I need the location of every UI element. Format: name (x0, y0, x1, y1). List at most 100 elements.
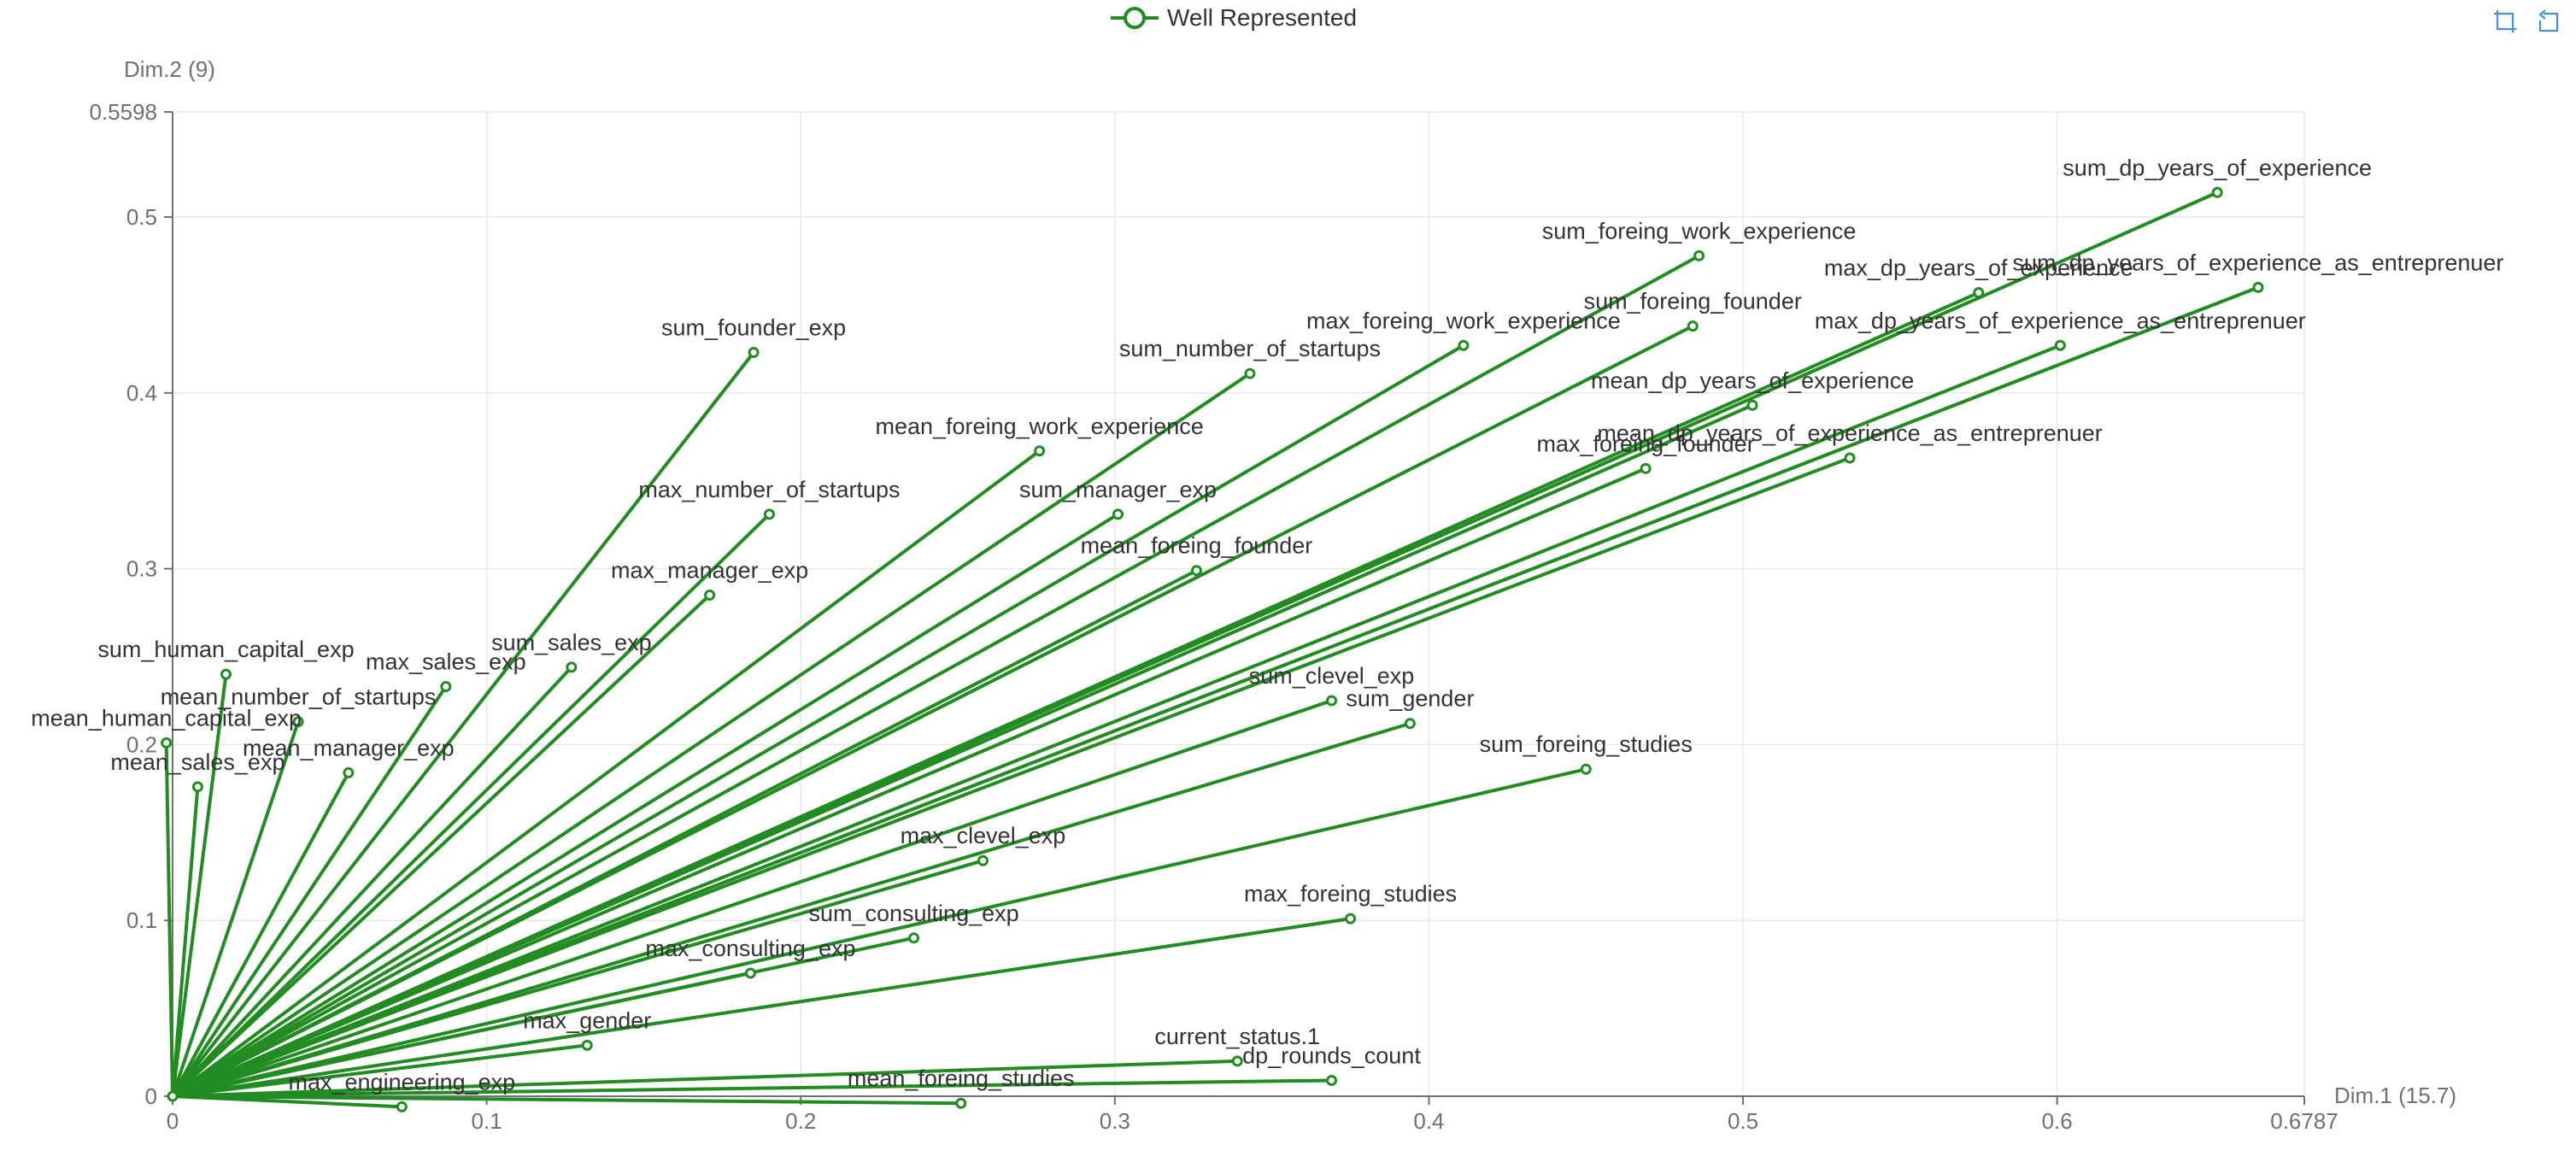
point-label: sum_clevel_exp (1249, 663, 1415, 689)
zoom-icon[interactable] (2492, 9, 2518, 34)
point-label: max_manager_exp (611, 558, 808, 584)
chart-toolbox (2492, 9, 2561, 34)
vector-line (171, 859, 985, 1098)
vector-line (171, 403, 1755, 1098)
vector-line (171, 285, 2260, 1098)
x-tick-label: 0.6 (2042, 1108, 2073, 1134)
vector-lines (164, 191, 2260, 1109)
vector-endpoint (1190, 565, 1202, 577)
vector-line (171, 1095, 963, 1106)
point-label: max_foreing_work_experience (1306, 308, 1621, 333)
point-label: max_dp_years_of_experience (1824, 255, 2133, 281)
x-tick-label: 0.1 (472, 1108, 502, 1134)
x-tick-label: 0.5 (1728, 1108, 1758, 1134)
vector-line (171, 771, 350, 1098)
point-label: sum_manager_exp (1019, 477, 1217, 502)
vector-endpoint (763, 508, 775, 520)
vector-endpoint (581, 1039, 593, 1051)
point-label: mean_number_of_startups (161, 684, 437, 710)
vector-endpoint (1325, 695, 1337, 707)
vector-line (171, 568, 1199, 1098)
vector-line (171, 719, 301, 1098)
vector-endpoint (908, 932, 920, 944)
point-label: sum_foreing_work_experience (1542, 218, 1857, 244)
vector-line (171, 449, 1042, 1098)
x-tick-label: 0.2 (785, 1108, 816, 1134)
y-axis-title: Dim.2 (9) (124, 56, 215, 82)
point-label: mean_manager_exp (243, 735, 455, 760)
vector-endpoint (955, 1097, 967, 1109)
point-label: mean_human_capital_exp (31, 705, 302, 731)
vector-line (171, 1078, 1334, 1098)
point-label: max_foreing_founder (1537, 431, 1755, 456)
point-label: sum_number_of_startups (1119, 336, 1381, 361)
vector-endpoint (704, 590, 716, 602)
vector-endpoint (1244, 367, 1256, 379)
point-label: max_consulting_exp (645, 936, 855, 961)
vector-line (171, 350, 756, 1098)
vector-line (171, 512, 1120, 1098)
vector-endpoint (566, 661, 578, 673)
vector-endpoint (2252, 281, 2264, 293)
vector-line (171, 698, 1334, 1098)
point-label: sum_foreing_studies (1480, 731, 1693, 757)
vector-line (171, 455, 1852, 1098)
vector-endpoint (1746, 399, 1758, 411)
vector-endpoint (1973, 287, 1985, 299)
point-label: sum_gender (1346, 686, 1474, 712)
vector-line (171, 512, 772, 1098)
vector-endpoint (1231, 1055, 1243, 1067)
vector-line (171, 917, 1353, 1098)
vector-endpoint (1693, 249, 1705, 261)
y-tick-label: 0.3 (126, 556, 157, 582)
point-label: mean_sales_exp (110, 749, 285, 775)
vector-endpoint (440, 681, 452, 693)
y-tick-label: 0.1 (126, 907, 157, 933)
point-label: dp_rounds_count (1242, 1042, 1421, 1068)
vector-line (171, 672, 228, 1098)
restore-icon[interactable] (2535, 9, 2561, 34)
vector-line (171, 1059, 1240, 1098)
point-label: current_status.1 (1154, 1024, 1320, 1049)
vector-line (171, 784, 200, 1098)
vector-endpoint (1580, 763, 1592, 775)
y-tick-label: 0.4 (126, 380, 157, 406)
point-label: max_number_of_startups (638, 477, 900, 502)
point-label: sum_human_capital_exp (97, 637, 354, 662)
y-tick-label: 0.2 (126, 731, 157, 757)
vector-endpoint (1034, 445, 1046, 457)
point-label: mean_dp_years_of_experience (1591, 367, 1914, 393)
point-label: max_sales_exp (366, 649, 526, 675)
legend-item-well-represented[interactable]: Well Represented (1111, 2, 1357, 34)
vector-line (171, 372, 1252, 1098)
point-label: mean_foreing_work_experience (875, 414, 1203, 439)
vector-line (171, 684, 448, 1098)
vector-line (171, 1043, 590, 1098)
vector-endpoint (1640, 462, 1652, 474)
y-tick-label: 0.5598 (89, 99, 157, 125)
x-tick-label: 0.6787 (2270, 1108, 2338, 1134)
vector-endpoint (396, 1101, 408, 1112)
vector-endpoint (744, 967, 756, 979)
x-tick-label: 0 (167, 1108, 179, 1134)
point-label: max_dp_years_of_experience_as_entreprenu… (1815, 308, 2306, 333)
x-tick-label: 0.3 (1100, 1108, 1130, 1134)
vector-endpoint (220, 668, 232, 680)
y-tick-label: 0 (145, 1083, 157, 1109)
vector-endpoint (1458, 339, 1470, 351)
point-label: sum_founder_exp (661, 315, 846, 341)
point-label: sum_dp_years_of_experience_as_entreprenu… (2013, 249, 2504, 275)
vector-line (171, 665, 573, 1098)
vector-endpoint (1404, 718, 1416, 730)
vector-endpoint (1112, 508, 1124, 520)
x-axis-title: Dim.1 (15.7) (2334, 1083, 2456, 1108)
vector-line (171, 467, 1648, 1098)
vector-line (171, 593, 712, 1098)
vector-line (164, 741, 174, 1098)
point-label: mean_foreing_founder (1081, 533, 1313, 559)
x-tick-label: 0.4 (1413, 1108, 1444, 1134)
point-label: max_gender (523, 1007, 651, 1033)
point-label: max_clevel_exp (901, 823, 1066, 848)
point-label: mean_foreing_studies (848, 1065, 1075, 1091)
